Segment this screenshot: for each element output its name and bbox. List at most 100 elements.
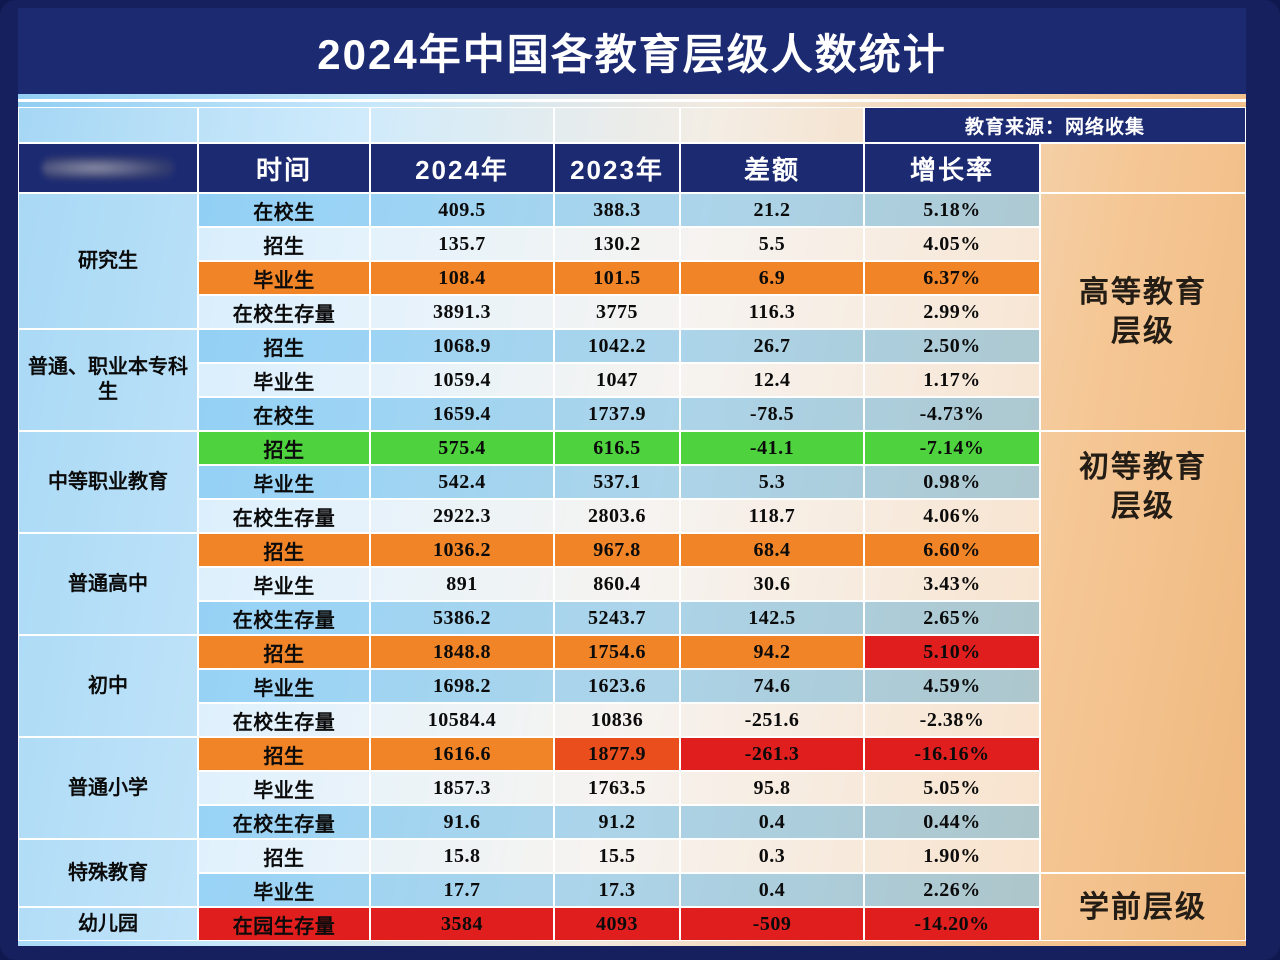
category-cell: 普通小学 [18,737,198,839]
value-cell: 1877.9 [554,737,680,771]
column-header: 2024年 [370,143,554,193]
value-cell: 3584 [370,907,554,941]
value-cell: -16.16% [864,737,1040,771]
title-bar: 2024年中国各教育层级人数统计 [18,8,1246,94]
value-cell: 10836 [554,703,680,737]
value-cell: 21.2 [680,193,864,227]
row-label-cell: 在校生 [198,193,370,227]
row-label-cell: 毕业生 [198,873,370,907]
value-cell: 409.5 [370,193,554,227]
title-divider [18,99,1246,102]
value-cell: 1068.9 [370,329,554,363]
column-header: 增长率 [864,143,1040,193]
value-cell: 118.7 [680,499,864,533]
value-cell: 10584.4 [370,703,554,737]
row-label-cell: 招生 [198,737,370,771]
value-cell: 91.2 [554,805,680,839]
value-cell: 0.98% [864,465,1040,499]
category-cell: 特殊教育 [18,839,198,907]
value-cell: -4.73% [864,397,1040,431]
row-label-cell: 毕业生 [198,261,370,295]
row-label-cell: 招生 [198,635,370,669]
row-label-cell: 在校生存量 [198,601,370,635]
value-cell: 542.4 [370,465,554,499]
side-label-2: 学前层级 [1040,873,1246,941]
column-header: 时间 [198,143,370,193]
value-cell: 3775 [554,295,680,329]
value-cell: 5.5 [680,227,864,261]
row-label-cell: 在校生存量 [198,295,370,329]
row-label-cell: 在校生存量 [198,499,370,533]
source-row-spacer [198,107,370,143]
value-cell: 2922.3 [370,499,554,533]
value-cell: 1857.3 [370,771,554,805]
value-cell: 2803.6 [554,499,680,533]
value-cell: 6.9 [680,261,864,295]
column-header: 2023年 [554,143,680,193]
row-label-cell: 在校生 [198,397,370,431]
value-cell: -14.20% [864,907,1040,941]
value-cell: 6.60% [864,533,1040,567]
value-cell: 575.4 [370,431,554,465]
value-cell: 130.2 [554,227,680,261]
value-cell: 5.18% [864,193,1040,227]
redacted-watermark [42,156,174,180]
source-row-spacer [370,107,554,143]
row-label-cell: 招生 [198,839,370,873]
row-label-cell: 招生 [198,533,370,567]
value-cell: 3.43% [864,567,1040,601]
category-cell: 初中 [18,635,198,737]
value-cell: 388.3 [554,193,680,227]
value-cell: 1848.8 [370,635,554,669]
value-cell: 1.90% [864,839,1040,873]
side-label-text: 学前层级 [1079,890,1207,924]
value-cell: 967.8 [554,533,680,567]
value-cell: 15.8 [370,839,554,873]
value-cell: 2.50% [864,329,1040,363]
column-header: 差额 [680,143,864,193]
value-cell: 0.3 [680,839,864,873]
value-cell: 1036.2 [370,533,554,567]
category-cell: 幼儿园 [18,907,198,941]
value-cell: 537.1 [554,465,680,499]
value-cell: 2.26% [864,873,1040,907]
row-label-cell: 在校生存量 [198,805,370,839]
value-cell: 26.7 [680,329,864,363]
value-cell: 860.4 [554,567,680,601]
value-cell: 17.3 [554,873,680,907]
value-cell: -78.5 [680,397,864,431]
value-cell: 0.4 [680,873,864,907]
value-cell: 1059.4 [370,363,554,397]
value-cell: 30.6 [680,567,864,601]
value-cell: 2.65% [864,601,1040,635]
value-cell: -41.1 [680,431,864,465]
source-note: 教育来源：网络收集 [864,107,1246,143]
value-cell: 1042.2 [554,329,680,363]
value-cell: 1616.6 [370,737,554,771]
value-cell: 4.06% [864,499,1040,533]
source-row-spacer [680,107,864,143]
stats-table: 教育来源：网络收集 时间 2024年 2023年 差额 增长率 研究生 在校生 409.5 388… [18,107,1246,941]
side-label-text: 高等教育层级 [1079,276,1207,348]
value-cell: -509 [680,907,864,941]
value-cell: 95.8 [680,771,864,805]
value-cell: 2.99% [864,295,1040,329]
value-cell: 68.4 [680,533,864,567]
row-label-cell: 招生 [198,227,370,261]
row-label-cell: 毕业生 [198,669,370,703]
value-cell: 3891.3 [370,295,554,329]
row-label-cell: 在园生存量 [198,907,370,941]
value-cell: 616.5 [554,431,680,465]
value-cell: -7.14% [864,431,1040,465]
value-cell: 1698.2 [370,669,554,703]
value-cell: 5.3 [680,465,864,499]
side-label-1: 初等教育层级 [1040,431,1246,873]
value-cell: 891 [370,567,554,601]
value-cell: 4.05% [864,227,1040,261]
category-cell: 普通高中 [18,533,198,635]
value-cell: 1623.6 [554,669,680,703]
value-cell: 94.2 [680,635,864,669]
value-cell: 15.5 [554,839,680,873]
value-cell: 116.3 [680,295,864,329]
value-cell: 1047 [554,363,680,397]
